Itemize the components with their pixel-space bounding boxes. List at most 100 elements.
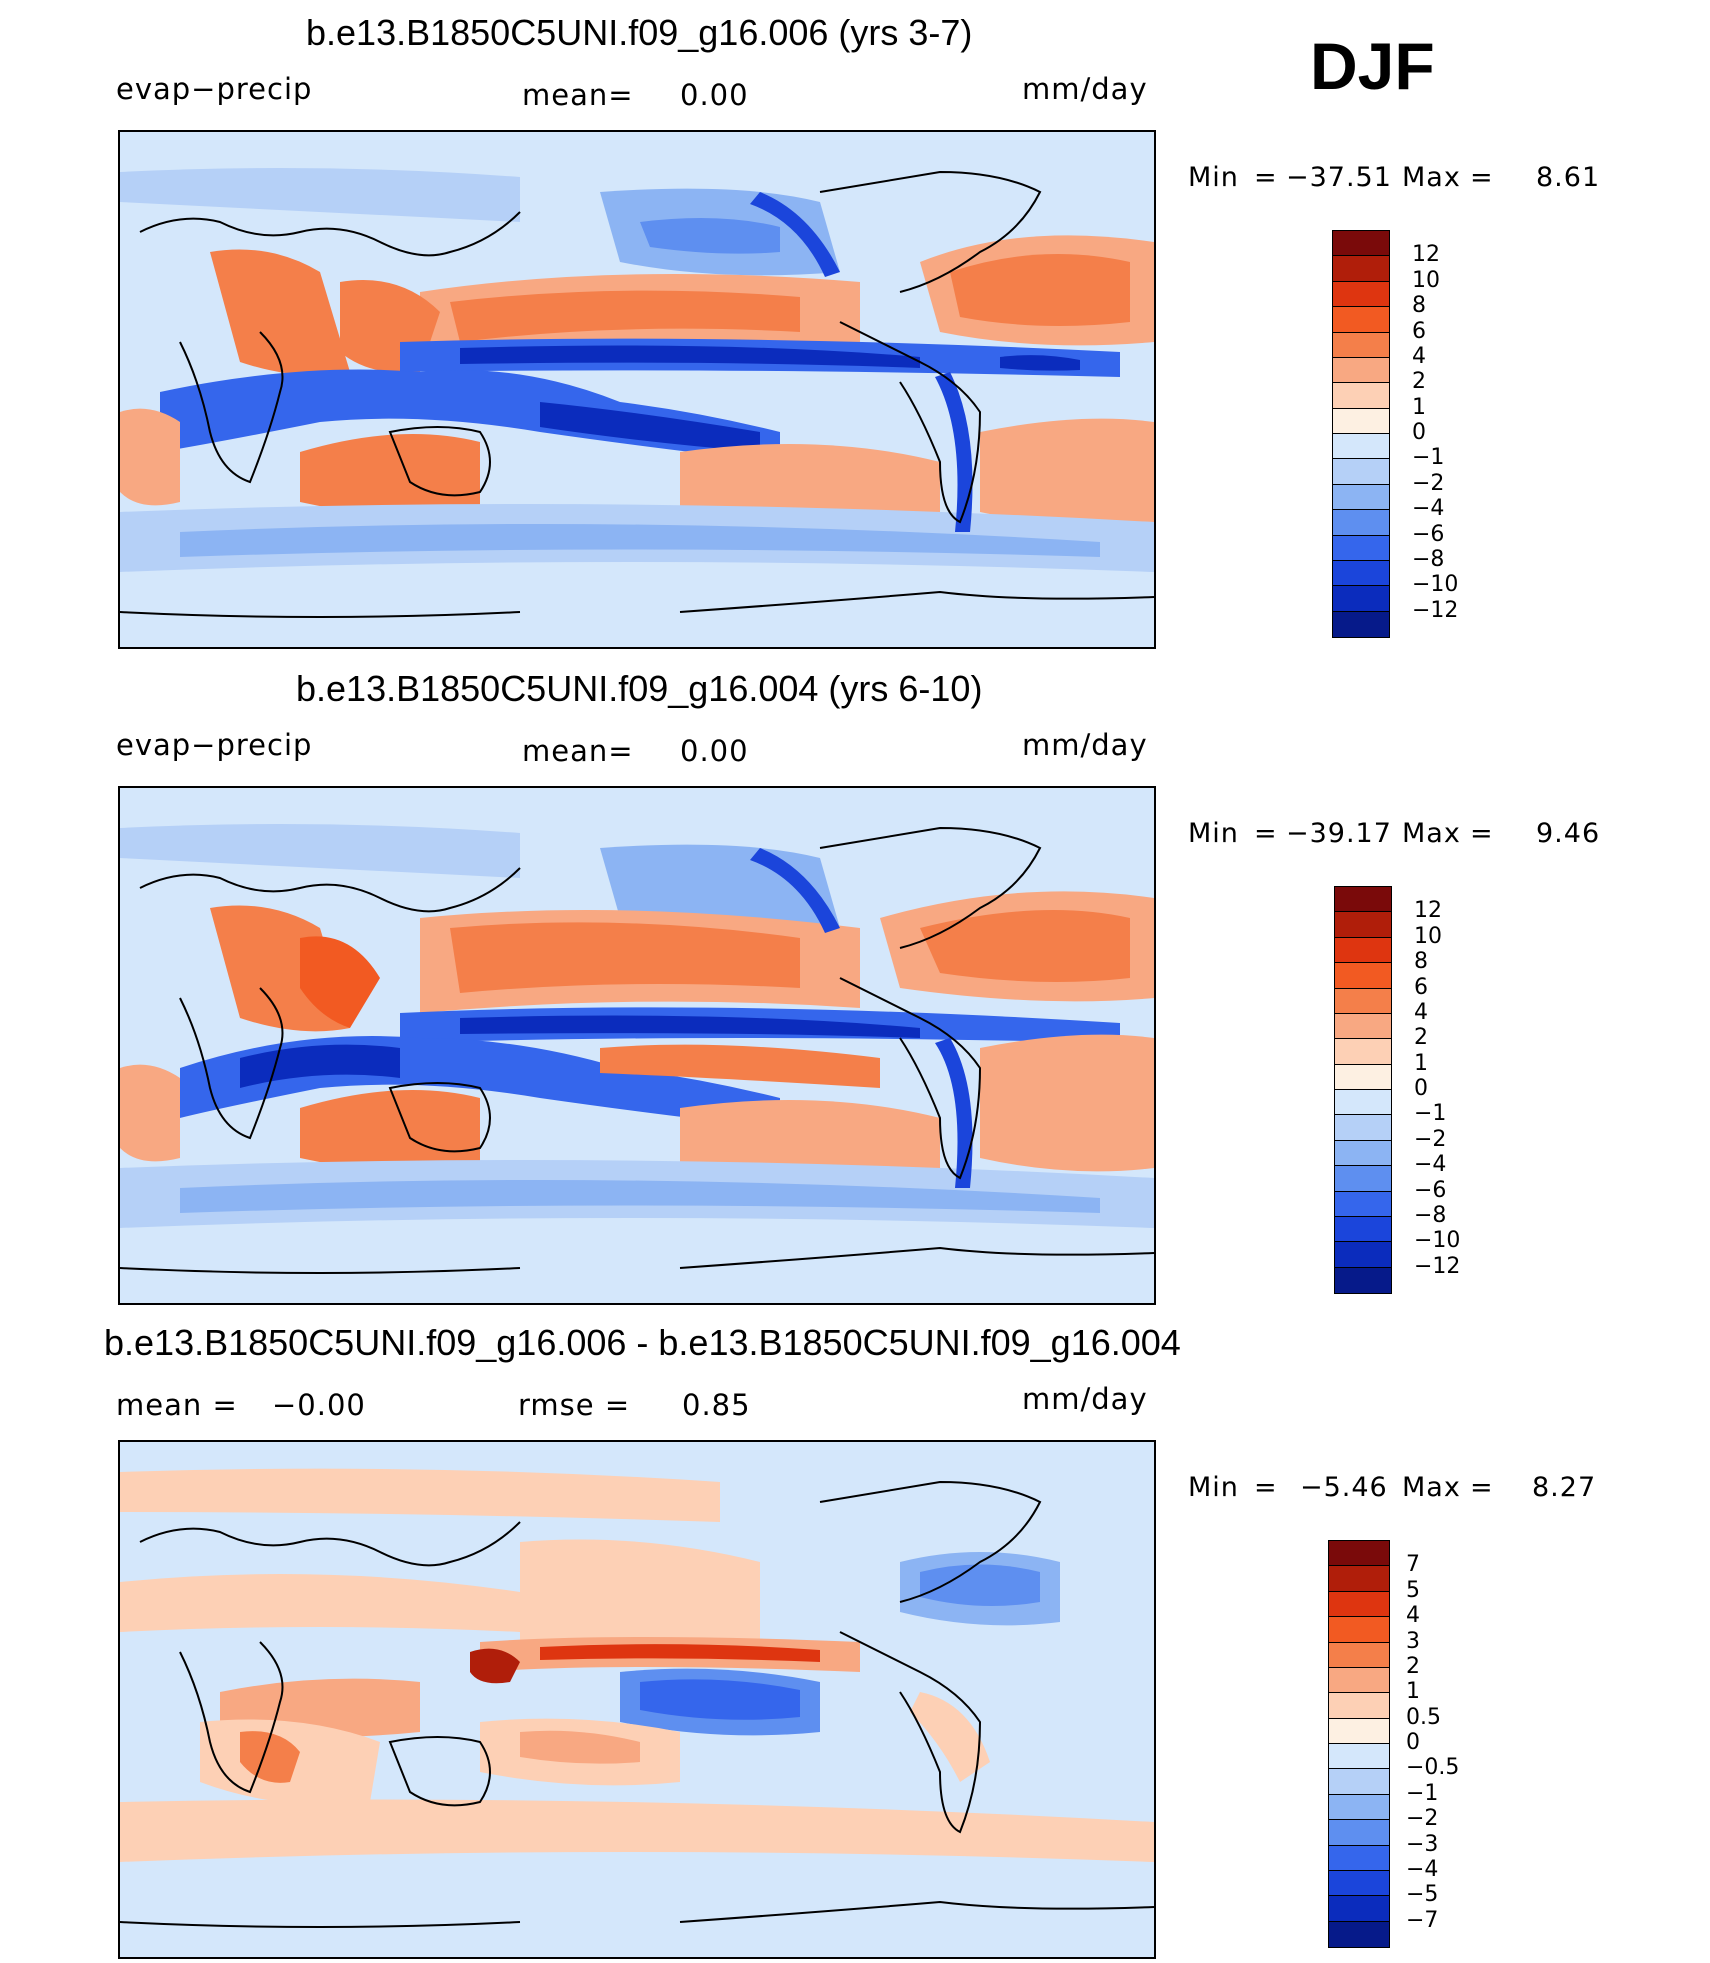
panel3-map xyxy=(118,1440,1156,1959)
colorbar-tick-label: 8 xyxy=(1412,293,1426,319)
panel2-min-eq: = xyxy=(1254,818,1278,849)
panel2-min-value: −39.17 xyxy=(1286,818,1392,849)
colorbar-tick-label: 10 xyxy=(1412,267,1440,293)
colorbar-swatch xyxy=(1329,1820,1389,1846)
colorbar-tick-label: −7 xyxy=(1406,1907,1439,1933)
colorbar-swatch xyxy=(1333,611,1389,637)
panel2-colorbar-labels: 12 10 8 6 4 2 1 0 −1 −2 −4 −6 −8 −10 −12 xyxy=(1414,886,1494,1292)
colorbar-tick-label: 2 xyxy=(1414,1025,1428,1051)
colorbar-tick-label: −4 xyxy=(1412,496,1445,522)
colorbar-tick-label: 5 xyxy=(1406,1577,1420,1603)
colorbar-tick-label: −6 xyxy=(1412,521,1445,547)
colorbar-swatch xyxy=(1333,459,1389,485)
colorbar-swatch xyxy=(1335,1216,1391,1243)
panel3-rmse-value: 0.85 xyxy=(682,1388,751,1422)
colorbar-swatch xyxy=(1329,1769,1389,1795)
colorbar-tick-label: 2 xyxy=(1412,369,1426,395)
colorbar-tick-label: −4 xyxy=(1414,1152,1447,1178)
colorbar-tick-label: 3 xyxy=(1406,1628,1420,1654)
panel1-title: b.e13.B1850C5UNI.f09_g16.006 (yrs 3-7) xyxy=(306,12,973,53)
panel1-mean-label: mean= xyxy=(522,78,634,112)
panel2-colorbar xyxy=(1334,886,1392,1294)
colorbar-tick-label: 4 xyxy=(1412,343,1426,369)
colorbar-tick-label: −10 xyxy=(1414,1228,1461,1254)
colorbar-swatch xyxy=(1333,281,1389,308)
panel3-max-eq: = xyxy=(1470,1472,1494,1503)
panel1-max-value: 8.61 xyxy=(1536,162,1601,193)
panel2-mean-value: 0.00 xyxy=(680,734,749,768)
colorbar-swatch xyxy=(1335,1191,1391,1217)
colorbar-tick-label: −2 xyxy=(1406,1806,1439,1832)
colorbar-swatch xyxy=(1333,434,1389,460)
colorbar-swatch xyxy=(1335,887,1391,913)
panel3-min-eq: = xyxy=(1254,1472,1278,1503)
panel1-max-eq: = xyxy=(1470,162,1494,193)
colorbar-swatch xyxy=(1329,1617,1389,1643)
colorbar-swatch xyxy=(1329,1870,1389,1897)
colorbar-swatch xyxy=(1329,1794,1389,1821)
panel1-units: mm/day xyxy=(1022,72,1148,106)
colorbar-tick-label: 12 xyxy=(1414,898,1442,924)
panel3-colorbar xyxy=(1328,1540,1390,1948)
colorbar-swatch xyxy=(1329,1591,1389,1618)
panel2-title: b.e13.B1850C5UNI.f09_g16.004 (yrs 6-10) xyxy=(296,668,983,709)
panel1-min-label: Min xyxy=(1188,162,1239,193)
panel2-max-eq: = xyxy=(1470,818,1494,849)
colorbar-swatch xyxy=(1329,1718,1389,1744)
colorbar-tick-label: −8 xyxy=(1414,1202,1447,1228)
panel2-units: mm/day xyxy=(1022,728,1148,762)
panel3-colorbar-labels: 7 5 4 3 2 1 0.5 0 −0.5 −1 −2 −3 −4 −5 −7 xyxy=(1406,1540,1496,1946)
colorbar-swatch xyxy=(1329,1642,1389,1668)
panel3-min-value: −5.46 xyxy=(1300,1472,1388,1503)
panel3-title: b.e13.B1850C5UNI.f09_g16.006 - b.e13.B18… xyxy=(104,1322,1181,1363)
colorbar-swatch xyxy=(1335,988,1391,1014)
colorbar-tick-label: −2 xyxy=(1414,1126,1447,1152)
colorbar-tick-label: −3 xyxy=(1406,1831,1439,1857)
colorbar-tick-label: 2 xyxy=(1406,1653,1420,1679)
colorbar-tick-label: −1 xyxy=(1414,1101,1447,1127)
colorbar-tick-label: 6 xyxy=(1414,974,1428,1000)
colorbar-tick-label: −10 xyxy=(1412,572,1459,598)
colorbar-swatch xyxy=(1335,1267,1391,1293)
colorbar-swatch xyxy=(1329,1667,1389,1694)
colorbar-swatch xyxy=(1335,1115,1391,1141)
panel2-max-label: Max xyxy=(1402,818,1461,849)
colorbar-tick-label: −6 xyxy=(1414,1177,1447,1203)
panel2-max-value: 9.46 xyxy=(1536,818,1601,849)
colorbar-swatch xyxy=(1333,586,1389,612)
colorbar-tick-label: 8 xyxy=(1414,949,1428,975)
panel3-mean-value: −0.00 xyxy=(272,1388,366,1422)
colorbar-tick-label: −5 xyxy=(1406,1882,1439,1908)
colorbar-tick-label: 12 xyxy=(1412,242,1440,268)
colorbar-tick-label: −1 xyxy=(1406,1780,1439,1806)
panel3-min-label: Min xyxy=(1188,1472,1239,1503)
colorbar-tick-label: 4 xyxy=(1414,999,1428,1025)
colorbar-swatch xyxy=(1335,1242,1391,1268)
panel3-max-value: 8.27 xyxy=(1532,1472,1597,1503)
panel3-mean-label: mean = xyxy=(116,1388,238,1422)
colorbar-swatch xyxy=(1329,1896,1389,1922)
colorbar-swatch xyxy=(1329,1693,1389,1719)
colorbar-swatch xyxy=(1335,937,1391,964)
colorbar-tick-label: 0 xyxy=(1406,1730,1420,1755)
colorbar-swatch xyxy=(1335,1064,1391,1090)
colorbar-swatch xyxy=(1335,1166,1391,1192)
colorbar-tick-label: 7 xyxy=(1406,1552,1420,1578)
panel3-units: mm/day xyxy=(1022,1382,1148,1416)
panel2-mean-label: mean= xyxy=(522,734,634,768)
colorbar-swatch xyxy=(1333,560,1389,587)
panel2-variable: evap−precip xyxy=(116,728,313,762)
panel2-min-label: Min xyxy=(1188,818,1239,849)
colorbar-tick-label: 1 xyxy=(1406,1679,1420,1705)
colorbar-swatch xyxy=(1335,1090,1391,1116)
colorbar-swatch xyxy=(1335,1013,1391,1040)
colorbar-tick-label: 0 xyxy=(1414,1076,1428,1101)
colorbar-swatch xyxy=(1333,510,1389,536)
colorbar-swatch xyxy=(1329,1845,1389,1871)
colorbar-tick-label: 4 xyxy=(1406,1603,1420,1629)
colorbar-swatch xyxy=(1335,963,1391,989)
colorbar-tick-label: −4 xyxy=(1406,1856,1439,1882)
colorbar-swatch xyxy=(1335,1140,1391,1167)
colorbar-swatch xyxy=(1333,256,1389,282)
colorbar-tick-label: 10 xyxy=(1414,923,1442,949)
